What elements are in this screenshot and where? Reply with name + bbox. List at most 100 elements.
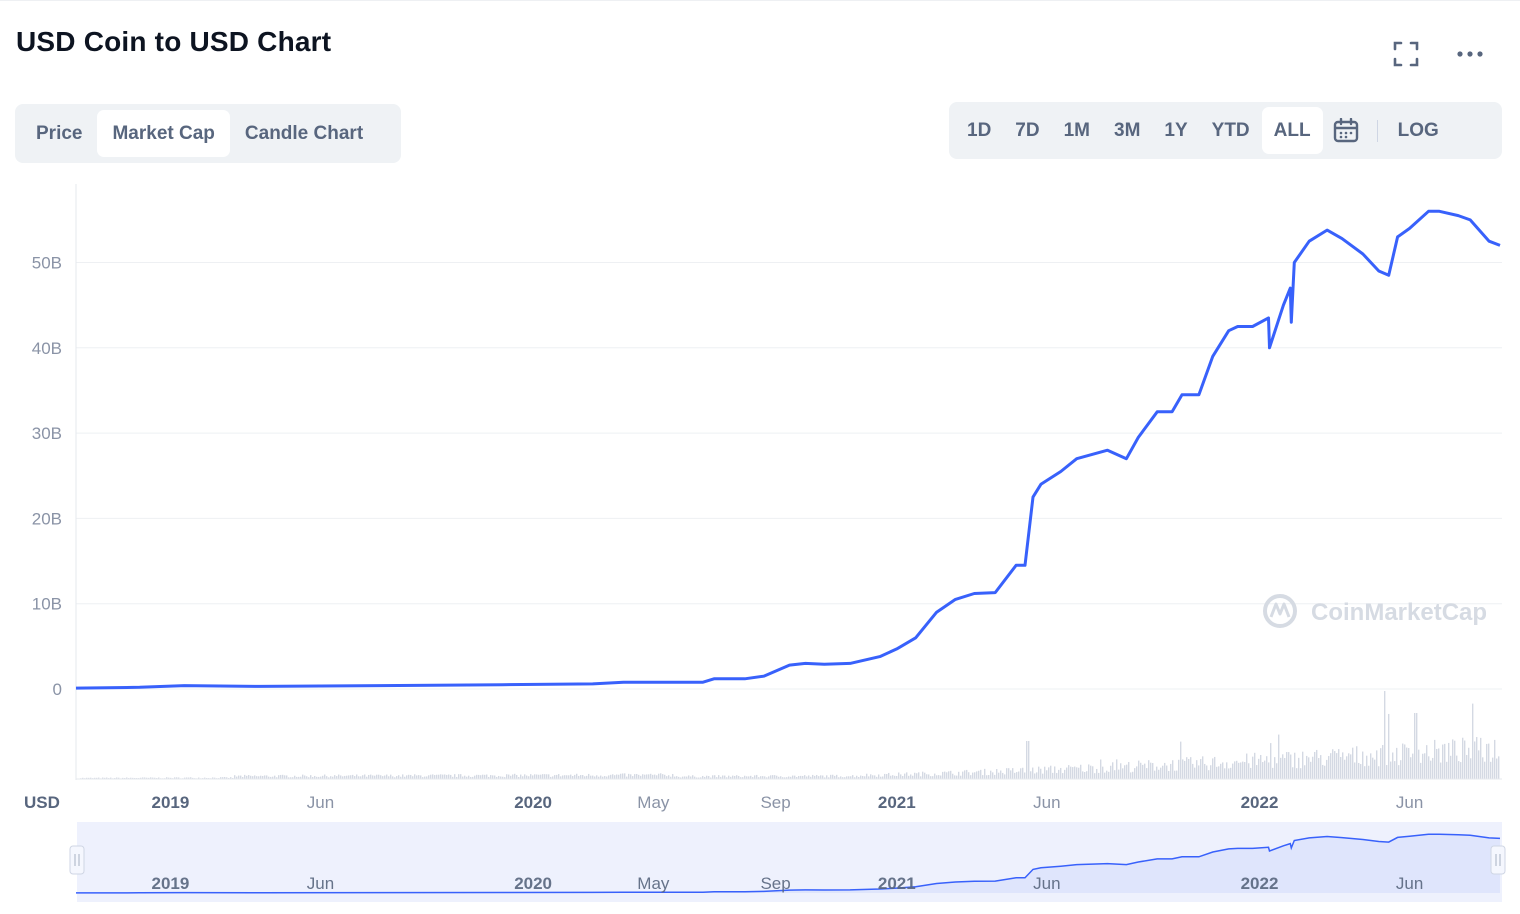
volume-bar: [386, 774, 388, 779]
volume-bar: [1360, 764, 1362, 779]
volume-bar: [524, 774, 526, 779]
range-navigator[interactable]: 2019 Jun 2020 May Sep 2021 Jun 2022 Jun: [69, 822, 1506, 902]
volume-bar: [1394, 761, 1396, 779]
volume-bar: [718, 775, 720, 779]
volume-bar: [622, 773, 624, 779]
volume-bar: [1268, 762, 1270, 779]
volume-bar: [756, 774, 758, 779]
volume-bar: [660, 773, 662, 779]
market-cap-line: [75, 209, 1501, 690]
volume-bar: [1156, 766, 1158, 779]
range-7d[interactable]: 7D: [1015, 119, 1040, 141]
volume-bar: [908, 775, 910, 779]
volume-bar: [1070, 766, 1072, 779]
volume-bar: [152, 777, 154, 779]
y-axis-labels: 0 10B 20B 30B 40B 50B: [32, 254, 62, 700]
volume-bar: [470, 777, 472, 779]
volume-bar: [398, 775, 400, 779]
volume-bar: [1240, 762, 1242, 779]
log-toggle[interactable]: LOG: [1397, 119, 1439, 141]
volume-bar: [90, 777, 92, 779]
range-all[interactable]: ALL: [1261, 107, 1323, 154]
range-ytd[interactable]: YTD: [1211, 119, 1250, 141]
volume-bar: [538, 774, 540, 779]
volume-bar: [714, 775, 716, 779]
volume-bar: [1106, 770, 1108, 779]
volume-bar: [1302, 751, 1304, 779]
volume-bar: [472, 776, 474, 779]
tab-price[interactable]: Price: [36, 122, 83, 144]
volume-bar: [1406, 747, 1408, 779]
volume-bar: [1408, 748, 1410, 779]
volume-bar: [522, 776, 524, 779]
volume-bar: [474, 775, 476, 779]
volume-bar: [272, 776, 274, 779]
range-1d[interactable]: 1D: [967, 119, 992, 141]
volume-bar: [224, 777, 226, 779]
navigator-left-handle[interactable]: [69, 845, 85, 875]
volume-bar: [418, 775, 420, 779]
volume-bar: [678, 776, 680, 779]
volume-bar: [930, 776, 932, 779]
volume-bar: [542, 774, 544, 779]
volume-bar: [1256, 765, 1258, 779]
volume-bar: [1178, 759, 1180, 779]
navigator-tick-label: Jun: [1033, 874, 1060, 893]
top-divider: [0, 0, 1520, 1]
volume-bar: [396, 776, 398, 779]
range-3m[interactable]: 3M: [1114, 119, 1141, 141]
volume-bar: [1410, 757, 1412, 779]
volume-bar: [1480, 737, 1482, 779]
volume-bar: [1392, 752, 1394, 779]
volume-bar: [1164, 762, 1166, 779]
volume-bar: [422, 777, 424, 779]
volume-bar: [1374, 759, 1376, 779]
volume-bar: [416, 775, 418, 779]
volume-bar: [1126, 764, 1128, 779]
volume-bar: [1326, 759, 1328, 779]
range-1y[interactable]: 1Y: [1164, 119, 1188, 141]
calendar-icon[interactable]: [1323, 107, 1369, 154]
tab-market-cap[interactable]: Market Cap: [97, 110, 230, 157]
volume-bar: [1188, 758, 1190, 779]
volume-bar: [616, 774, 618, 779]
volume-bar: [910, 774, 912, 779]
volume-bar: [290, 777, 292, 779]
volume-bar: [834, 775, 836, 779]
volume-bar: [498, 775, 500, 779]
range-1m[interactable]: 1M: [1063, 119, 1090, 141]
expand-icon[interactable]: [1390, 38, 1422, 70]
volume-bar: [370, 774, 372, 779]
watermark: CoinMarketCap: [1263, 594, 1487, 628]
volume-bar: [1224, 768, 1226, 779]
page-title: USD Coin to USD Chart: [16, 26, 332, 57]
volume-bar: [1322, 764, 1324, 779]
volume-bar: [588, 773, 590, 779]
volume-bar: [1346, 756, 1348, 779]
volume-bar: [812, 774, 814, 779]
volume-bar: [1042, 773, 1044, 779]
more-horizontal-icon[interactable]: [1454, 38, 1486, 70]
volume-bar: [1074, 766, 1076, 779]
volume-bar: [948, 771, 950, 779]
volume-bar: [1320, 755, 1322, 779]
volume-bar: [1372, 757, 1374, 779]
volume-bar: [1100, 759, 1102, 779]
volume-bar: [962, 771, 964, 779]
volume-bar: [192, 777, 194, 779]
volume-bar: [682, 776, 684, 779]
volume-bar: [1484, 761, 1486, 779]
volume-bar: [884, 773, 886, 779]
navigator-right-handle[interactable]: [1490, 845, 1506, 875]
volume-bar: [598, 776, 600, 779]
volume-bar: [1434, 739, 1436, 779]
volume-bar: [1354, 762, 1356, 779]
volume-bar: [1470, 758, 1472, 779]
currency-unit-label: USD: [24, 793, 60, 812]
tab-candle-chart[interactable]: Candle Chart: [244, 122, 364, 144]
volume-bar: [708, 776, 710, 779]
volume-bar: [576, 773, 578, 779]
volume-bar: [590, 775, 592, 779]
volume-bar: [190, 777, 192, 779]
